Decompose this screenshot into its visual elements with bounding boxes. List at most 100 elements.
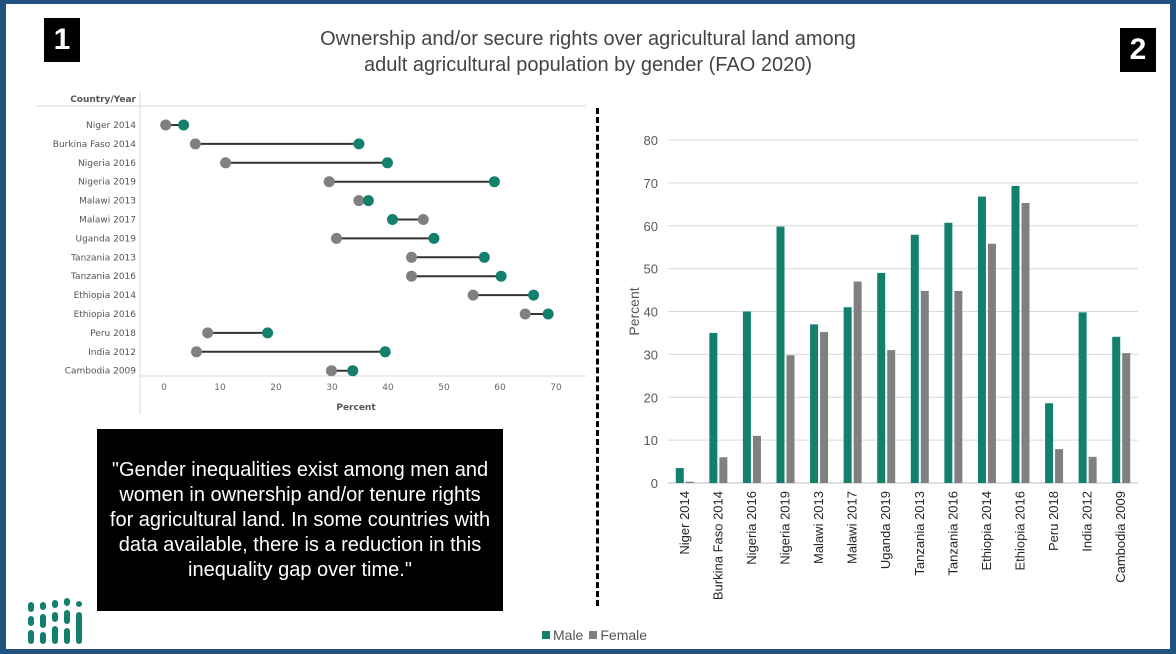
male-bar	[977, 196, 986, 483]
male-point	[381, 157, 393, 169]
x-tick-label: 0	[161, 383, 167, 393]
legend-swatch-male	[542, 631, 550, 639]
male-point	[495, 270, 507, 282]
x-axis-title: Percent	[336, 403, 376, 413]
female-point	[190, 346, 202, 358]
y-tick-label: 80	[644, 133, 658, 148]
x-tick-label: 10	[214, 383, 226, 393]
row-label: Malawi 2013	[79, 197, 136, 207]
x-tick-label: Malawi 2013	[811, 491, 826, 564]
row-label: Peru 2018	[90, 329, 136, 339]
row-label: Ethiopia 2016	[74, 310, 137, 320]
male-point	[542, 308, 554, 320]
panel-number-badge-2: 2	[1120, 28, 1156, 72]
male-point	[528, 289, 540, 301]
female-bar	[752, 435, 761, 483]
row-label: Nigeria 2016	[78, 159, 136, 169]
male-point	[262, 327, 274, 339]
x-tick-label: Tanzania 2013	[912, 491, 927, 576]
slide-canvas: 1 2 Ownership and/or secure rights over …	[6, 4, 1170, 649]
female-bar	[920, 290, 929, 483]
row-label: Tanzania 2013	[70, 253, 136, 263]
x-tick-label: Ethiopia 2016	[1013, 491, 1028, 571]
y-tick-label: 30	[644, 347, 658, 362]
row-label: India 2012	[88, 348, 136, 358]
x-tick-label: Nigeria 2019	[778, 491, 793, 565]
row-label: Ethiopia 2014	[74, 291, 137, 301]
female-point	[160, 119, 172, 131]
slide-title-line-1: Ownership and/or secure rights over agri…	[320, 28, 856, 50]
female-point	[467, 289, 479, 301]
male-bar	[1112, 336, 1121, 483]
y-tick-label: 70	[644, 176, 658, 191]
x-tick-label: Peru 2018	[1046, 491, 1061, 551]
male-bar	[810, 324, 819, 483]
row-label: Tanzania 2016	[70, 272, 136, 282]
female-bar	[685, 481, 694, 483]
legend-label-male: Male	[553, 627, 584, 643]
x-tick-label: Nigeria 2016	[744, 491, 759, 565]
x-tick-label: 20	[270, 383, 282, 393]
female-point	[406, 251, 418, 263]
panel-number-badge-1: 1	[44, 18, 80, 62]
x-tick-label: Uganda 2019	[878, 491, 893, 569]
male-bar	[910, 234, 919, 483]
row-label: Uganda 2019	[75, 234, 136, 244]
female-point	[220, 157, 232, 169]
female-point	[417, 214, 429, 225]
male-point	[379, 346, 391, 358]
organization-logo	[28, 598, 82, 644]
panel-divider	[596, 108, 599, 606]
female-bar	[1122, 353, 1131, 483]
x-tick-label: Cambodia 2009	[1113, 491, 1128, 583]
female-bar	[1021, 203, 1030, 483]
slide-title: Ownership and/or secure rights over agri…	[6, 26, 1170, 78]
male-bar	[1011, 185, 1020, 483]
row-header: Country/Year	[70, 95, 136, 105]
male-point	[428, 232, 440, 244]
female-point	[325, 365, 337, 377]
legend-label-female: Female	[600, 627, 648, 643]
male-bar	[944, 222, 953, 483]
y-tick-label: 50	[644, 262, 658, 277]
male-bar	[742, 311, 751, 483]
female-bar	[987, 243, 996, 483]
female-point	[189, 138, 201, 150]
slide-title-line-2: adult agricultural population by gender …	[363, 54, 813, 76]
y-tick-label: 0	[651, 476, 658, 491]
male-point	[178, 119, 190, 131]
bar-chart-legend: Male Female	[542, 627, 653, 643]
x-tick-label: Ethiopia 2014	[979, 491, 994, 571]
x-tick-label: 60	[494, 383, 506, 393]
bar-chart: 0 10 20 30 40 50 60 70 80 Percent Niger 2014 Burkin…	[626, 133, 1138, 600]
female-point	[406, 270, 418, 282]
x-tick-label: 30	[326, 383, 338, 393]
female-bar	[853, 281, 862, 483]
female-bar	[1055, 449, 1064, 483]
female-point	[323, 176, 335, 188]
male-point	[488, 176, 500, 188]
y-tick-label: 20	[644, 390, 658, 405]
female-point	[202, 327, 214, 339]
x-tick-label: India 2012	[1080, 491, 1095, 552]
male-point	[353, 138, 365, 150]
row-label: Cambodia 2009	[65, 367, 137, 377]
row-label: Niger 2014	[86, 121, 136, 131]
x-tick-label: Niger 2014	[677, 491, 692, 555]
female-point	[353, 195, 365, 207]
x-tick-label: Burkina Faso 2014	[710, 491, 725, 600]
y-tick-label: 40	[644, 305, 658, 320]
x-tick-label: 70	[550, 383, 562, 393]
female-bar	[1088, 456, 1097, 483]
legend-item-male: Male	[542, 627, 583, 643]
y-tick-label: 60	[644, 219, 658, 234]
male-point	[386, 214, 398, 225]
male-bar	[675, 467, 684, 483]
row-label: Malawi 2017	[79, 216, 136, 226]
row-label: Nigeria 2019	[78, 178, 136, 188]
male-bar	[776, 226, 785, 484]
female-bar	[719, 457, 728, 483]
y-tick-label: 10	[644, 433, 658, 448]
y-axis-title: Percent	[626, 287, 642, 335]
male-point	[362, 195, 374, 207]
